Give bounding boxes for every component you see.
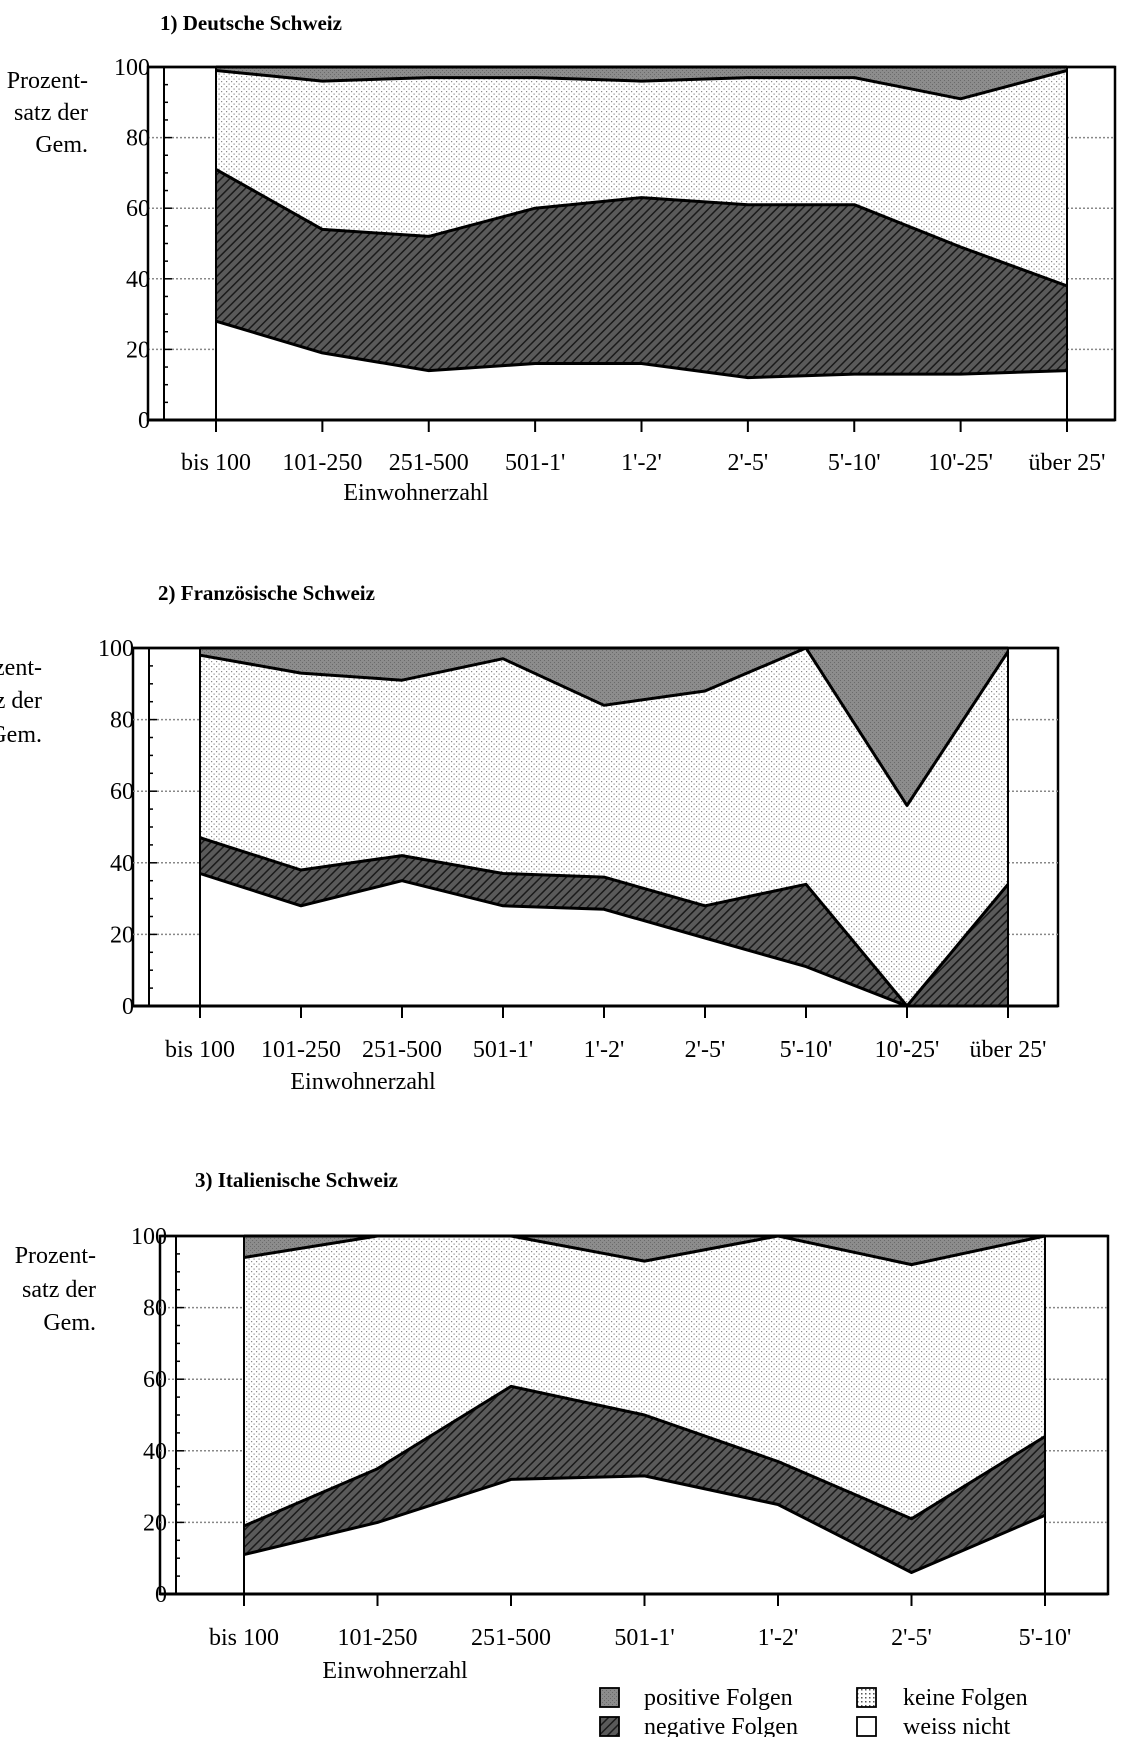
x-tick-label: bis 100 [181, 450, 251, 476]
x-tick-label: 101-250 [261, 1037, 341, 1063]
x-tick-label: 251-500 [389, 450, 469, 476]
legend-label-positive-folgen: positive Folgen [644, 1685, 793, 1711]
y-tick-label: 100 [98, 636, 134, 662]
chart-1: 1) Deutsche Schweiz 0 20 40 60 80 100 bis 100 10… [7, 11, 1117, 506]
x-tick-label: über 25' [970, 1037, 1047, 1063]
y-axis-label-line: Prozent- [7, 68, 88, 94]
series-boundary-line [199, 872, 1008, 1008]
area-keine-folgen [216, 70, 1067, 286]
y-axis-label-line: Gem. [43, 1310, 96, 1336]
x-tick-label: 2'-5' [728, 450, 769, 476]
legend-swatch-weiss-nicht [856, 1716, 877, 1737]
y-tick-label: 100 [114, 55, 150, 81]
x-tick-label: 251-500 [471, 1625, 551, 1651]
x-tick-label: 501-1' [505, 450, 565, 476]
y-tick-label: 80 [110, 708, 134, 734]
area-weiss-nicht [200, 873, 1008, 1006]
x-tick-label: bis 100 [165, 1037, 235, 1063]
y-tick-label: 60 [126, 196, 150, 222]
area-positive-folgen [200, 648, 1008, 806]
x-tick-label: 1'-2' [621, 450, 662, 476]
y-axis-label-line: Gem. [35, 132, 88, 158]
legend-label-negative-folgen: negative Folgen [644, 1714, 798, 1737]
legend-label-keine-folgen: keine Folgen [903, 1685, 1028, 1711]
y-tick-label: 20 [110, 922, 134, 948]
legend-label-weiss-nicht: weiss nicht [903, 1714, 1011, 1737]
y-tick-label: 0 [122, 994, 134, 1020]
x-tick-label: 501-1' [473, 1037, 533, 1063]
y-tick-label: 60 [110, 779, 134, 805]
y-tick-label: 60 [143, 1367, 167, 1393]
x-tick-label: 10'-25' [928, 450, 993, 476]
area-negative-folgen [244, 1386, 1045, 1573]
x-axis-label: Einwohnerzahl [343, 480, 489, 506]
y-tick-label: 100 [131, 1224, 167, 1250]
x-tick-label: 2'-5' [685, 1037, 726, 1063]
y-axis-label-line: satz der [0, 688, 42, 714]
series-boundary-line [215, 319, 1068, 380]
series-boundary-line [215, 69, 1068, 101]
y-tick-label: 40 [126, 267, 150, 293]
x-tick-label: 101-250 [282, 450, 362, 476]
x-tick-label: 5'-10' [1019, 1625, 1072, 1651]
y-tick-label: 80 [126, 126, 150, 152]
x-tick-label: 1'-2' [584, 1037, 625, 1063]
x-tick-label: 2'-5' [891, 1625, 932, 1651]
legend-swatch-keine-folgen [856, 1687, 877, 1708]
charts-group: 1) Deutsche Schweiz 0 20 40 60 80 100 bis 100 10… [0, 11, 1117, 1684]
x-tick-label: bis 100 [209, 1625, 279, 1651]
x-tick-label: 251-500 [362, 1037, 442, 1063]
x-tick-label: 5'-10' [828, 450, 881, 476]
chart-title: 1) Deutsche Schweiz [160, 11, 342, 35]
area-keine-folgen [200, 648, 1008, 1006]
x-axis-label: Einwohnerzahl [322, 1658, 468, 1684]
area-positive-folgen [244, 1236, 1045, 1265]
y-tick-label: 80 [143, 1296, 167, 1322]
series-boundary-line [243, 1384, 1046, 1528]
y-tick-label: 20 [143, 1510, 167, 1536]
x-tick-label: 1'-2' [758, 1625, 799, 1651]
area-positive-folgen [216, 67, 1067, 99]
legend-swatch-positive-folgen [599, 1687, 620, 1708]
x-axis-label: Einwohnerzahl [290, 1069, 436, 1095]
chart-title: 3) Italienische Schweiz [195, 1168, 398, 1192]
legend: positive Folgen keine Folgen negative Folg… [599, 1685, 1028, 1737]
y-tick-label: 40 [110, 851, 134, 877]
series-boundary-line [199, 836, 1010, 1008]
y-axis-label-line: satz der [14, 100, 88, 126]
series-boundary-line [215, 168, 1068, 288]
area-keine-folgen [244, 1236, 1045, 1526]
chart-2: 2) Französische Schweiz 0 20 40 60 80 100 bis 1… [0, 581, 1060, 1095]
legend-swatch-negative-folgen [599, 1716, 620, 1737]
y-tick-label: 40 [143, 1439, 167, 1465]
series-boundary-line [199, 646, 1010, 807]
x-tick-label: 10'-25' [875, 1037, 940, 1063]
y-tick-label: 20 [126, 337, 150, 363]
chart-title: 2) Französische Schweiz [158, 581, 375, 605]
y-axis-label-line: Prozent- [15, 1243, 96, 1269]
x-tick-label: 101-250 [338, 1625, 418, 1651]
area-weiss-nicht [216, 321, 1067, 420]
y-axis-label-line: Prozent- [0, 655, 42, 681]
y-axis-label-line: satz der [22, 1277, 96, 1303]
x-tick-label: 5'-10' [780, 1037, 833, 1063]
y-axis-label-line: Gem. [0, 722, 42, 748]
series-boundary-line [243, 1474, 1046, 1574]
area-weiss-nicht [244, 1475, 1045, 1594]
x-tick-label: über 25' [1029, 450, 1106, 476]
area-negative-folgen [216, 169, 1067, 378]
y-tick-label: 0 [138, 408, 150, 434]
x-tick-label: 501-1' [614, 1625, 674, 1651]
